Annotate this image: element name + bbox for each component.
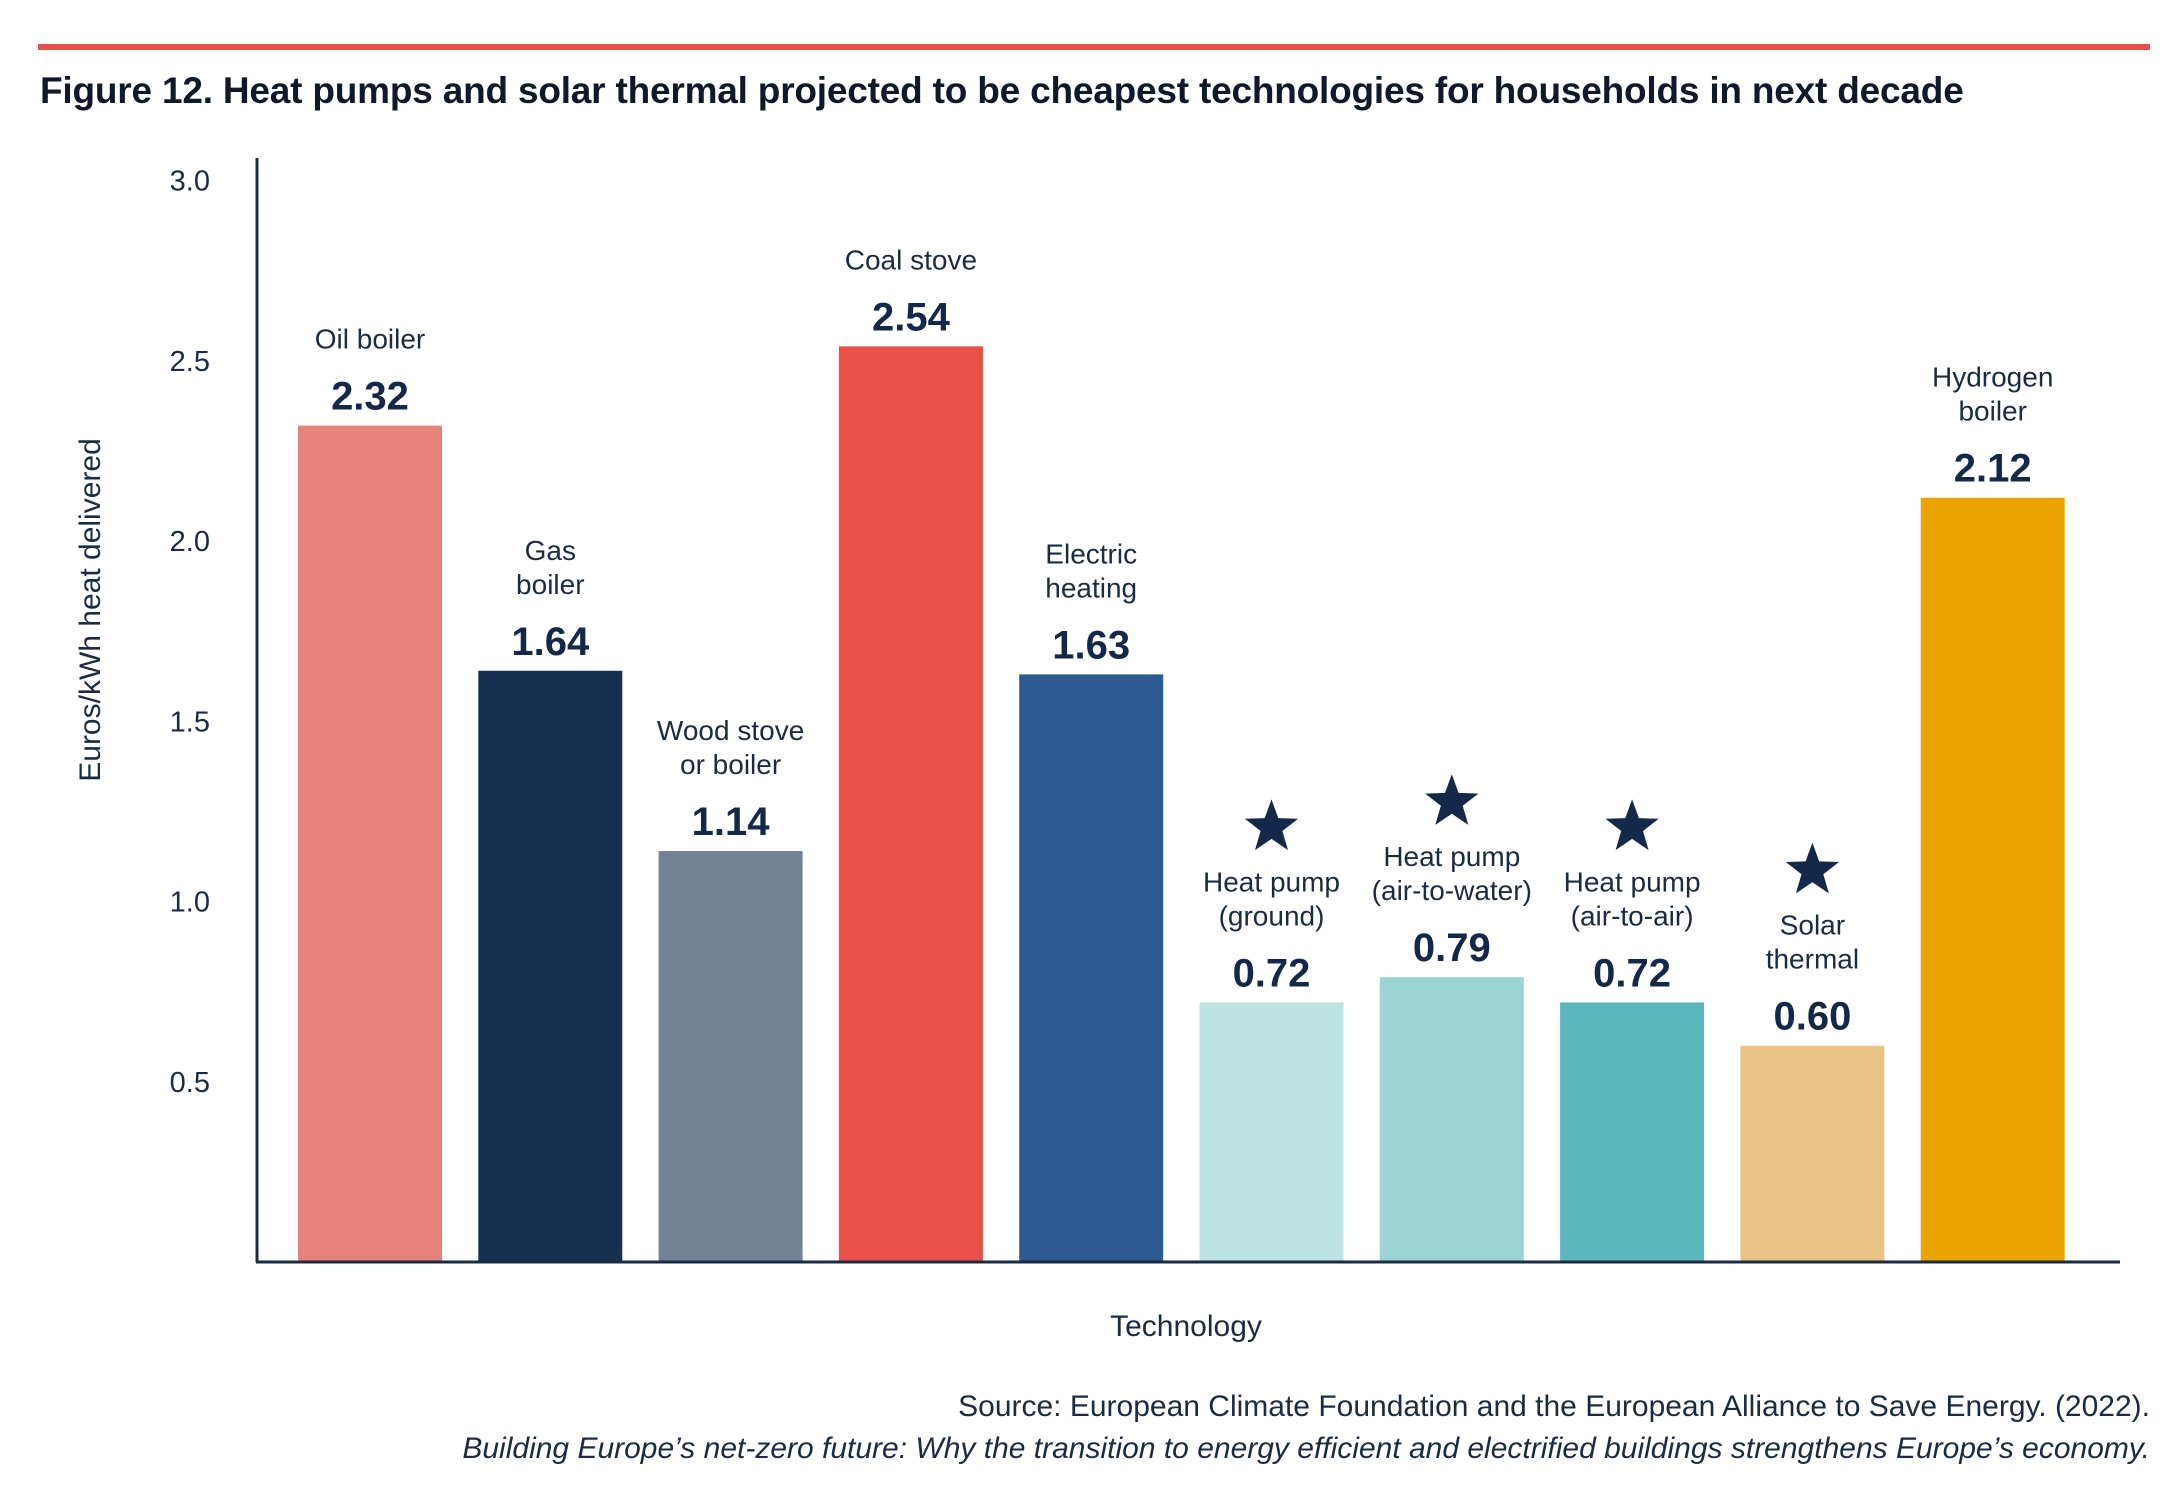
bar-category-label: Wood stove bbox=[657, 715, 804, 746]
bars bbox=[298, 346, 2065, 1263]
source-note: Source: European Climate Foundation and … bbox=[462, 1386, 2150, 1470]
bar bbox=[658, 851, 803, 1262]
top-rule bbox=[38, 44, 2150, 50]
bar-value-label: 2.32 bbox=[331, 375, 409, 419]
bar-value-label: 0.72 bbox=[1593, 951, 1671, 995]
bar-category-label: Coal stove bbox=[845, 244, 977, 275]
bar-category-label: or boiler bbox=[680, 749, 781, 780]
bar-category-label: Heat pump bbox=[1203, 866, 1340, 897]
bar bbox=[478, 670, 623, 1262]
y-axis-label: Euros/kWh heat delivered bbox=[74, 438, 107, 782]
source-reference: Building Europe’s net-zero future: Why t… bbox=[462, 1432, 2150, 1465]
bar-value-label: 1.64 bbox=[511, 620, 590, 664]
bar-value-label: 2.54 bbox=[872, 295, 951, 339]
bar bbox=[1199, 1002, 1344, 1262]
bar-category-label: Hydrogen bbox=[1932, 362, 2053, 393]
bar-category-label: (ground) bbox=[1219, 900, 1325, 931]
bar-category-label: Oil boiler bbox=[315, 324, 425, 355]
bar-category-label: thermal bbox=[1766, 944, 1859, 975]
y-axis-ticks: 0.5 1.0 1.5 2.0 2.5 3.0 bbox=[170, 166, 210, 1099]
y-tick-label: 0.5 bbox=[170, 1067, 210, 1099]
bar-value-label: 0.60 bbox=[1773, 995, 1851, 1039]
bar-category-label: Heat pump bbox=[1383, 841, 1520, 872]
bar-value-label: 1.63 bbox=[1052, 623, 1130, 667]
bar-value-label: 2.12 bbox=[1954, 447, 2032, 491]
star-icon bbox=[1605, 799, 1659, 851]
chart-title: Figure 12. Heat pumps and solar thermal … bbox=[40, 70, 1964, 111]
bar-category-label: boiler bbox=[1958, 396, 2026, 427]
bar bbox=[1740, 1045, 1885, 1262]
bar-value-label: 1.14 bbox=[692, 800, 771, 844]
bar-category-label: (air-to-water) bbox=[1372, 875, 1532, 906]
bar-category-label: Solar bbox=[1780, 910, 1845, 941]
bar-category-label: heating bbox=[1045, 572, 1137, 603]
y-tick-label: 2.5 bbox=[170, 346, 210, 378]
x-axis-label: Technology bbox=[1110, 1310, 1262, 1343]
y-tick-label: 2.0 bbox=[170, 526, 210, 558]
bar-value-label: 0.79 bbox=[1413, 926, 1491, 970]
star-icon bbox=[1425, 774, 1479, 825]
bar bbox=[838, 346, 983, 1263]
bar-category-label: (air-to-air) bbox=[1571, 900, 1694, 931]
y-tick-label: 3.0 bbox=[170, 166, 210, 198]
bar bbox=[1379, 977, 1524, 1262]
star-icon bbox=[1785, 842, 1839, 894]
bar-category-label: Heat pump bbox=[1564, 866, 1701, 897]
bar-category-label: boiler bbox=[516, 569, 584, 600]
bar bbox=[298, 425, 442, 1262]
y-tick-label: 1.5 bbox=[170, 706, 210, 738]
source-line: Source: European Climate Foundation and … bbox=[958, 1390, 2150, 1423]
y-tick-label: 1.0 bbox=[170, 887, 210, 919]
bar bbox=[1920, 497, 2065, 1262]
bar bbox=[1019, 674, 1164, 1262]
bar bbox=[1560, 1002, 1705, 1262]
bar-value-label: 0.72 bbox=[1233, 951, 1311, 995]
bar-category-label: Gas bbox=[525, 535, 576, 566]
star-icon bbox=[1244, 799, 1299, 851]
bar-category-label: Electric bbox=[1045, 538, 1137, 569]
